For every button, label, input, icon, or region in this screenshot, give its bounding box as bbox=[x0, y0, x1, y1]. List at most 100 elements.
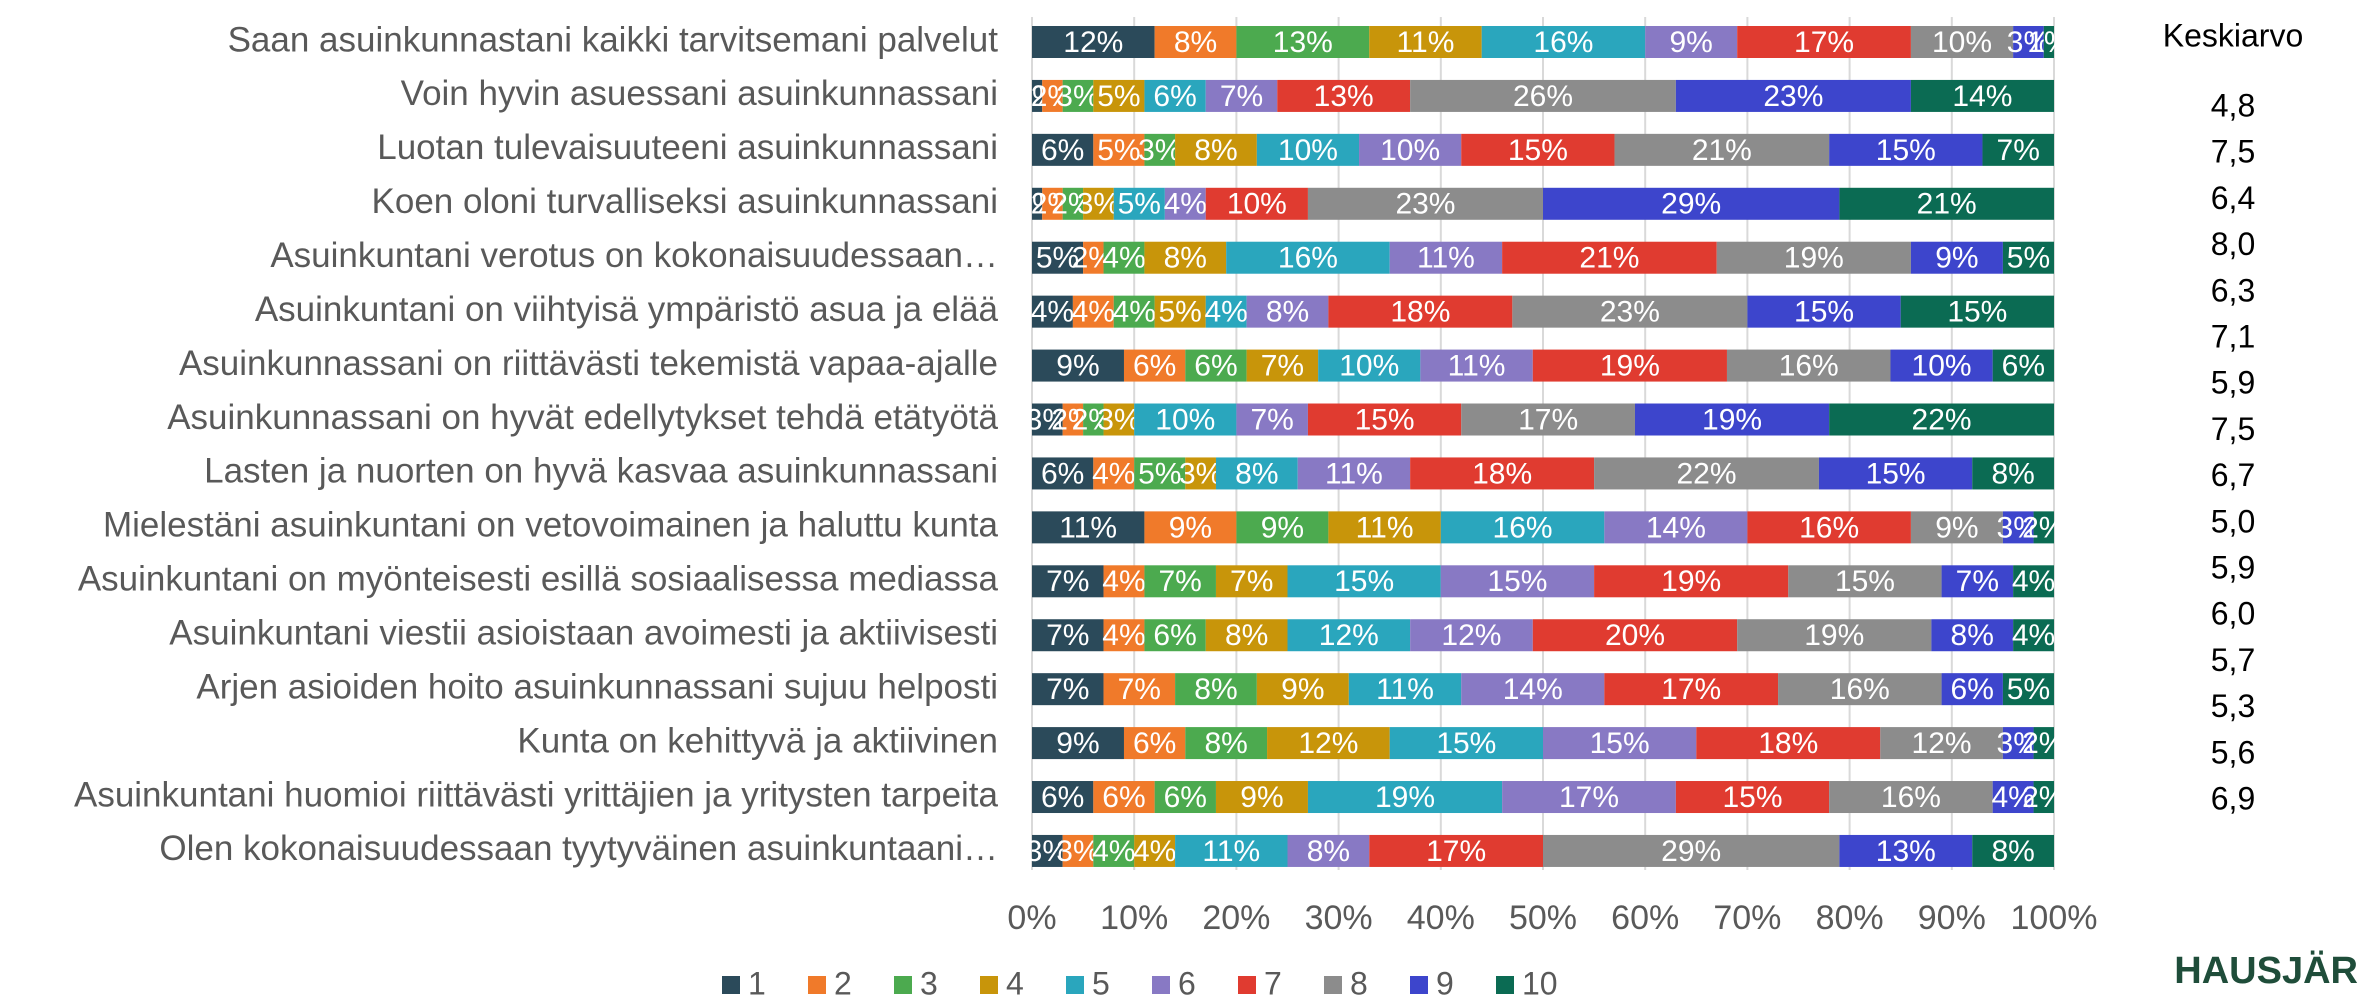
segment-label: 6% bbox=[1153, 80, 1196, 113]
segment-label: 8% bbox=[1266, 296, 1309, 329]
legend-swatch bbox=[1152, 976, 1170, 994]
segment-label: 10% bbox=[1227, 188, 1287, 221]
segment-label: 3% bbox=[1056, 835, 1099, 868]
bar-segment bbox=[1236, 403, 1308, 436]
legend-label: 4 bbox=[1006, 965, 1024, 1001]
bar-segment bbox=[1226, 241, 1390, 274]
bar-segment bbox=[2002, 727, 2034, 760]
segment-label: 23% bbox=[1763, 80, 1823, 113]
bar-segment bbox=[1543, 834, 1840, 867]
bar-segment bbox=[1645, 26, 1738, 58]
segment-label: 7% bbox=[1230, 565, 1273, 598]
segment-label: 3% bbox=[1179, 457, 1222, 490]
segment-label: 20% bbox=[1605, 619, 1665, 652]
segment-label: 8% bbox=[1991, 457, 2034, 490]
legend-swatch bbox=[808, 976, 826, 994]
segment-label: 12% bbox=[1912, 727, 1972, 760]
bar-segment bbox=[1594, 565, 1789, 598]
category-label: Saan asuinkunnastani kaikki tarvitsemani… bbox=[228, 20, 999, 59]
average-value: 5,6 bbox=[2211, 734, 2255, 770]
bar-segment bbox=[1062, 187, 1084, 220]
bar-segment bbox=[1154, 781, 1216, 814]
segment-label: 15% bbox=[1355, 403, 1415, 436]
bar-segment bbox=[1277, 79, 1411, 112]
category-label: Olen kokonaisuudessaan tyytyväinen asuin… bbox=[159, 829, 998, 868]
bar-segment bbox=[1103, 673, 1176, 706]
segment-label: 15% bbox=[1947, 296, 2007, 329]
bar-segment bbox=[1144, 79, 1206, 112]
segment-label: 4% bbox=[1102, 619, 1145, 652]
segment-label: 7% bbox=[1261, 350, 1304, 383]
legend-swatch bbox=[1410, 976, 1428, 994]
bar-segment bbox=[1093, 834, 1135, 867]
segment-label: 19% bbox=[1784, 242, 1844, 275]
segment-label: 22% bbox=[1912, 403, 1972, 436]
bar-segment bbox=[1032, 349, 1124, 382]
bar-segment bbox=[1032, 187, 1043, 220]
segment-label: 13% bbox=[1314, 80, 1374, 113]
segment-label: 23% bbox=[1395, 188, 1455, 221]
bar-segment bbox=[1307, 781, 1503, 814]
segment-label: 8% bbox=[1235, 457, 1278, 490]
segment-label: 11% bbox=[1202, 835, 1260, 868]
bar-segment bbox=[1972, 457, 2054, 490]
segment-label: 16% bbox=[1493, 511, 1553, 544]
bar-segment bbox=[1032, 673, 1104, 706]
bar-segment bbox=[1093, 457, 1135, 490]
x-tick-label: 20% bbox=[1202, 899, 1270, 937]
segment-label: 19% bbox=[1661, 565, 1721, 598]
legend-label: 2 bbox=[834, 965, 852, 1001]
segment-label: 11% bbox=[1376, 673, 1434, 706]
bar-segment bbox=[1032, 241, 1084, 274]
bar-segment bbox=[1164, 187, 1206, 220]
segment-label: 7% bbox=[1046, 565, 1089, 598]
bar-segment bbox=[1246, 349, 1319, 382]
segment-label: 18% bbox=[1758, 727, 1818, 760]
bar-segment bbox=[1829, 133, 1983, 166]
x-tick-label: 90% bbox=[1918, 899, 1986, 937]
segment-label: 3% bbox=[1138, 134, 1181, 167]
category-label: Asuinkuntani verotus on kokonaisuudessaa… bbox=[270, 236, 998, 275]
bar-segment bbox=[1328, 295, 1513, 328]
bar-segment bbox=[1256, 673, 1349, 706]
bar-segment bbox=[1123, 349, 1186, 382]
segment-label: 5% bbox=[2007, 242, 2050, 275]
bar-segment bbox=[1880, 727, 2003, 760]
segment-label: 14% bbox=[1503, 673, 1563, 706]
bar-segment bbox=[1931, 619, 2014, 652]
segment-label: 16% bbox=[1533, 26, 1593, 59]
category-label: Asuinkuntani viestii asioistaan avoimest… bbox=[169, 613, 998, 652]
bar-segment bbox=[1215, 457, 1298, 490]
segment-label: 3% bbox=[1097, 403, 1140, 436]
segment-label: 6% bbox=[1041, 457, 1084, 490]
segment-label: 5% bbox=[1138, 457, 1181, 490]
segment-label: 15% bbox=[1866, 457, 1926, 490]
segment-label: 15% bbox=[1436, 727, 1496, 760]
segment-label: 12% bbox=[1319, 619, 1379, 652]
bar-segment bbox=[1318, 349, 1421, 382]
segment-label: 16% bbox=[1830, 673, 1890, 706]
segment-label: 4% bbox=[1164, 188, 1207, 221]
bar-segment bbox=[1032, 565, 1104, 598]
bar-segment bbox=[1032, 295, 1073, 328]
segment-label: 12% bbox=[1063, 26, 1123, 59]
bar-segment bbox=[1144, 241, 1227, 274]
segment-label: 16% bbox=[1881, 781, 1941, 814]
bar-segment bbox=[1747, 511, 1911, 544]
bar-segment bbox=[1726, 349, 1891, 382]
segment-label: 6% bbox=[1041, 781, 1084, 814]
segment-label: 14% bbox=[1646, 511, 1706, 544]
category-label: Mielestäni asuinkuntani on vetovoimainen… bbox=[103, 506, 999, 545]
bar-segment bbox=[1410, 619, 1533, 652]
segment-label: 6% bbox=[1133, 727, 1176, 760]
segment-label: 17% bbox=[1794, 26, 1854, 59]
bar-segment bbox=[1072, 295, 1114, 328]
bar-segment bbox=[1287, 619, 1411, 652]
bar-segment bbox=[2013, 565, 2054, 598]
bar-segment bbox=[1778, 673, 1942, 706]
segment-label: 4% bbox=[1102, 565, 1145, 598]
average-value: 6,3 bbox=[2211, 272, 2255, 308]
bar-segment bbox=[1696, 727, 1881, 760]
bar-segment bbox=[1154, 26, 1237, 58]
x-tick-label: 0% bbox=[1007, 899, 1056, 937]
